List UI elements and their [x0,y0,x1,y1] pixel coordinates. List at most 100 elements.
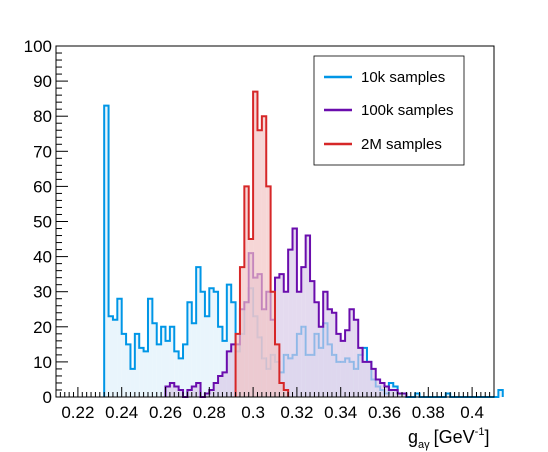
hist-bar [218,326,223,397]
y-tick-label: 80 [33,107,52,126]
hist-bar [393,389,398,397]
hist-bar [218,375,223,397]
hist-bar [213,382,219,397]
hist-bar [366,361,372,397]
hist-bar [226,284,232,397]
hist-bar [147,298,153,397]
hist-bar [134,333,140,397]
hist-bar [375,379,381,397]
hist-bar [283,389,289,397]
hist-bar [248,239,254,397]
y-tick-label: 40 [33,248,52,267]
x-axis-title-base: g [408,427,418,447]
hist-bar [331,312,337,397]
hist-bar [384,386,389,397]
x-axis-title-unit: [GeV [434,427,475,447]
y-tick-label: 90 [33,72,52,91]
hist-bar [174,386,179,397]
hist-bar [196,267,201,397]
hist-bar [231,344,236,397]
axis-layer: 0.22 0.24 0.26 0.28 0.3 0.32 0.34 0.36 0.38 0.4 0 1… [24,37,495,422]
x-tick-label: 0.26 [149,403,182,422]
hist-bar [318,326,324,397]
hist-bar [257,130,262,398]
hist-bar [200,291,205,397]
hist-bar [104,105,109,398]
y-tick-label: 10 [33,353,52,372]
x-tick-label: 0.24 [105,403,138,422]
x-tick-label: 0.32 [280,403,313,422]
hist-bar [187,302,192,397]
hist-bar [340,340,346,397]
hist-bar [362,361,367,397]
hist-bar [213,291,219,397]
hist-bar [397,393,403,397]
hist-bar [415,393,420,397]
x-tick-label: 0.4 [460,403,484,422]
hist-bar [288,249,293,397]
y-tick-label: 20 [33,318,52,337]
x-tick-label: 0.28 [193,403,226,422]
hist-bar [244,186,249,397]
hist-bar [191,323,197,397]
x-tick-label: 0.38 [412,403,445,422]
x-tick-label: 0.22 [61,403,94,422]
x-axis-title-sup: -1 [475,426,485,438]
hist-bar [388,389,394,397]
hist-bar [345,330,350,397]
hist-bar [161,326,166,397]
hist-bar [209,389,214,397]
hist-bar [152,323,157,397]
hist-bar [279,274,284,397]
hist-bar [323,291,328,397]
x-tick-label: 0.36 [368,403,401,422]
hist-bar [204,393,210,397]
hist-bar [174,351,179,397]
legend-label-2m: 2M samples [361,136,442,153]
hist-bar [296,291,302,397]
x-axis-title-sub: aγ [418,439,430,451]
y-tick-label: 30 [33,283,52,302]
hist-bar [445,393,451,397]
hist-bar [261,116,267,397]
hist-bar [253,91,258,397]
hist-bar [165,340,170,397]
hist-bar [183,344,188,397]
hist-bar [108,316,113,397]
y-tick-label: 100 [24,37,52,56]
hist-bar [380,382,385,397]
y-tick-label: 60 [33,177,52,196]
hist-bar [327,309,332,397]
hist-bar [358,347,363,397]
y-tick-label: 0 [43,388,52,407]
hist-bar [310,281,315,397]
hist-bar [156,344,162,397]
series-outline [234,90,290,397]
series-2 [234,90,290,398]
hist-bar [196,382,201,397]
hist-bar [371,368,376,397]
legend: 10k samples 100k samples 2M samples [313,55,465,166]
hist-bar [353,319,359,397]
hist-bar [336,333,341,397]
hist-bar [165,386,170,397]
hist-bar [178,389,184,397]
hist-bar [139,347,144,397]
hist-bar [283,291,289,397]
hist-bar [112,319,118,397]
hist-bar [191,386,197,397]
x-tick-label: 0.3 [241,403,265,422]
hist-bar [187,389,192,397]
hist-bar [402,393,407,397]
hist-bar [143,351,148,397]
hist-bar [130,368,135,397]
hist-bar [226,351,232,397]
hist-bar [169,382,175,397]
hist-bar [209,288,214,397]
hist-bar [117,298,122,397]
x-axis-title-close: ] [484,427,489,447]
hist-bar [305,235,311,397]
hist-bar [275,344,280,397]
x-axis-title: gaγ [GeV-1] [408,426,489,451]
hist-bar [169,326,175,397]
